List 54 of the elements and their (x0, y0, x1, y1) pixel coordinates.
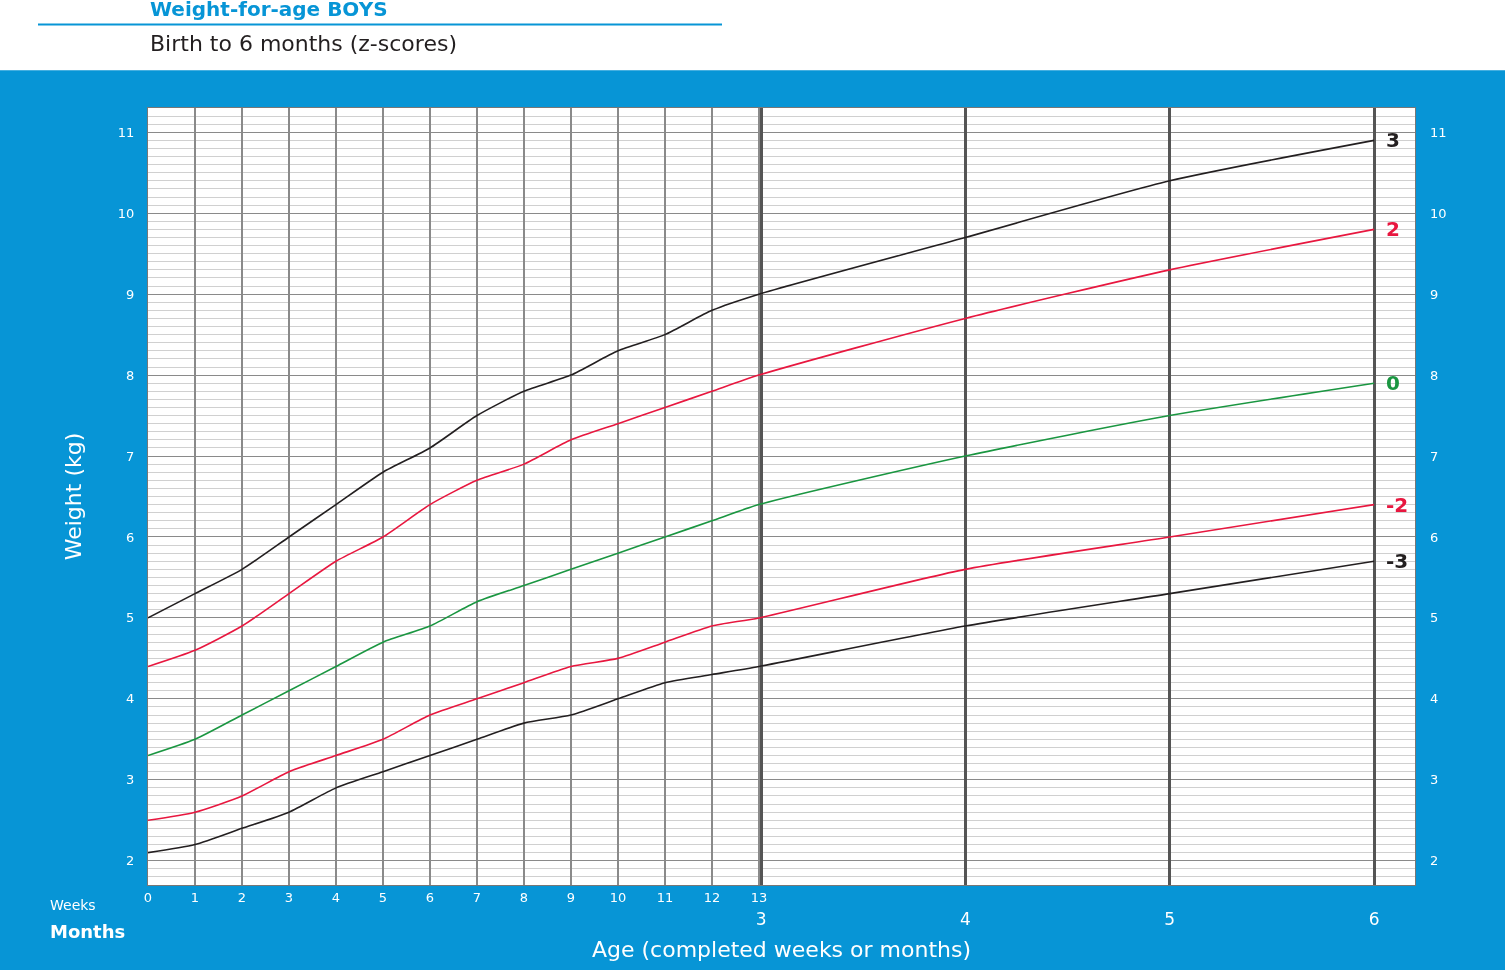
y2-tick-label: 7 (1430, 448, 1439, 464)
y-tick-label: 4 (126, 691, 135, 707)
x-tick-label: 5 (378, 889, 388, 905)
y-tick-label: 5 (126, 610, 135, 626)
x-tick-label: 4 (331, 889, 341, 905)
y-tick-label: 11 (117, 124, 135, 140)
x2-tick-label: 6 (1368, 909, 1380, 929)
x-tick-label: 9 (566, 889, 576, 905)
y2-tick-label: 3 (1430, 772, 1439, 788)
y-tick-label: 7 (126, 448, 135, 464)
x2-tick-label: 4 (960, 909, 971, 929)
text: Weeks (50, 897, 96, 913)
series-label: 0 (1386, 371, 1400, 395)
text: Months (50, 921, 126, 942)
y-tick-label: 10 (117, 205, 135, 221)
series-label: -3 (1386, 549, 1409, 573)
y2-tick-label: 5 (1430, 610, 1439, 626)
chart-subtitle: Birth to 6 months (z-scores) (150, 31, 457, 56)
line-series (148, 560, 1375, 854)
y2-tick-label: 2 (1430, 853, 1439, 869)
x-tick-label: 8 (519, 889, 529, 905)
series-label: 3 (1386, 128, 1400, 152)
x-tick-label: 0 (143, 889, 153, 905)
y-tick-label: 8 (126, 367, 135, 383)
x-tick-label: 6 (425, 889, 435, 905)
line-series (148, 503, 1375, 822)
x-tick-label: 13 (750, 889, 768, 905)
x-tick-label: 11 (656, 889, 674, 905)
x-tick-label: 3 (284, 889, 294, 905)
line-series (148, 382, 1375, 757)
x-axis-title: Age (completed weeks or months) (591, 937, 972, 963)
x-tick-label: 2 (237, 889, 247, 905)
x-tick-label: 12 (703, 889, 721, 905)
x2-tick-label: 3 (755, 909, 767, 929)
y2-tick-label: 8 (1430, 367, 1439, 383)
line-series (148, 139, 1375, 619)
series-label: 2 (1386, 217, 1400, 241)
series-label: -2 (1386, 493, 1409, 517)
x-tick-label: 7 (472, 889, 482, 905)
x2-tick-label: 5 (1164, 909, 1176, 929)
y2-tick-label: 6 (1430, 529, 1439, 545)
y-axis-title: Weight (kg) (60, 432, 86, 561)
y-tick-label: 2 (126, 853, 135, 869)
chart-title: Weight-for-age BOYS (150, 0, 388, 21)
y-tick-label: 9 (126, 286, 135, 302)
line-series (148, 228, 1375, 668)
y2-tick-label: 11 (1430, 124, 1447, 140)
x-tick-label: 10 (609, 889, 627, 905)
y-tick-label: 3 (126, 772, 135, 788)
y-tick-label: 6 (126, 529, 135, 545)
y2-tick-label: 9 (1430, 286, 1439, 302)
y2-tick-label: 4 (1430, 691, 1439, 707)
y2-tick-label: 10 (1430, 205, 1447, 221)
x-tick-label: 1 (190, 889, 200, 905)
